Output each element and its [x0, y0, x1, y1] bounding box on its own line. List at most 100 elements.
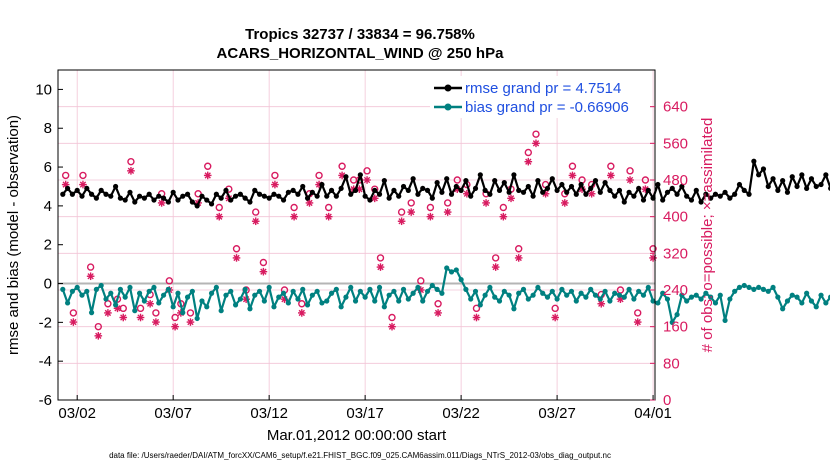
bias-point — [223, 292, 229, 298]
rmse-point — [448, 191, 455, 197]
rmse-point — [784, 189, 791, 195]
asterisk-stroke — [158, 199, 165, 207]
rmse-point — [261, 193, 267, 199]
possible-obs-marker — [417, 277, 425, 285]
bias-point — [684, 298, 690, 304]
rmse-point — [607, 187, 613, 193]
rmse-point — [381, 178, 387, 184]
rmse-point — [352, 187, 359, 193]
rmse-point — [708, 195, 714, 201]
y-left-tick-label: 0 — [44, 276, 52, 293]
y-right-tick-label: 480 — [663, 172, 688, 189]
rmse-point — [621, 199, 627, 205]
bias-point — [592, 292, 599, 298]
rmse-point — [324, 193, 330, 199]
rmse-point — [295, 191, 301, 197]
rmse-point — [818, 181, 824, 188]
bias-point — [333, 286, 339, 292]
bias-point — [631, 296, 637, 302]
bias-point — [751, 286, 757, 292]
asterisk-stroke — [260, 268, 267, 275]
rmse-point — [444, 176, 450, 182]
possible-obs-marker — [290, 203, 298, 212]
rmse-point — [525, 183, 531, 190]
y-axis-label-left: rmse and bias (model - observation) — [5, 115, 22, 355]
rmse-point — [722, 189, 728, 195]
bias-point — [506, 292, 512, 298]
rmse-point — [554, 187, 560, 193]
bias-point — [160, 292, 167, 298]
bias-point — [184, 294, 191, 300]
bias-point — [151, 284, 157, 291]
assimilated-obs-marker — [551, 313, 559, 322]
possible-obs-marker — [524, 148, 533, 157]
possible-obs-marker — [79, 171, 87, 180]
bias-point — [808, 298, 815, 304]
rmse-point — [415, 191, 421, 197]
x-tick-label: 03/02 — [58, 405, 96, 422]
rmse-point — [252, 187, 258, 193]
possible-obs-marker — [152, 309, 160, 317]
possible-obs-marker — [86, 263, 95, 271]
rmse-point — [60, 191, 66, 197]
possible-obs-marker — [397, 208, 406, 216]
bias-point — [823, 300, 829, 306]
assimilated-obs-marker — [146, 299, 154, 308]
assimilated-obs-marker — [104, 309, 112, 317]
rmse-point — [400, 183, 407, 190]
bias-point — [568, 288, 575, 294]
rmse-point — [170, 189, 176, 195]
bias-point — [328, 290, 335, 296]
assimilated-obs-marker — [507, 194, 515, 203]
bias-point — [784, 298, 791, 304]
possible-obs-marker — [94, 322, 103, 331]
asterisk-stroke — [626, 176, 634, 184]
bias-point — [770, 284, 776, 291]
bias-point — [799, 300, 805, 306]
bias-point — [88, 310, 95, 316]
rmse-point — [103, 191, 109, 197]
rmse-point — [290, 187, 296, 193]
x-tick-label: 03/12 — [250, 405, 288, 422]
chart-title-line-1: Tropics 32737 / 33834 = 96.758% — [245, 26, 475, 43]
rmse-point — [156, 193, 162, 199]
assimilated-obs-marker — [171, 322, 179, 331]
possible-obs-marker — [252, 208, 260, 216]
possible-obs-marker — [204, 162, 212, 170]
bias-point — [535, 284, 541, 291]
asterisk-stroke — [152, 318, 160, 326]
asterisk-stroke — [532, 140, 540, 147]
assimilated-obs-marker — [397, 217, 406, 226]
possible-obs-marker — [388, 313, 396, 322]
y-right-tick-label: 640 — [663, 99, 688, 116]
rmse-point — [583, 191, 589, 197]
possible-obs-marker — [499, 203, 508, 212]
y-right-tick-label: 400 — [663, 209, 688, 226]
possible-obs-marker — [515, 245, 523, 253]
possible-obs-marker — [649, 245, 657, 253]
assimilated-obs-marker — [491, 263, 500, 271]
bias-point — [362, 294, 368, 300]
assimilated-obs-marker — [472, 313, 481, 322]
possible-obs-marker — [532, 130, 540, 138]
bias-point — [492, 294, 498, 300]
bias-point — [415, 284, 421, 291]
bias-point — [544, 294, 551, 300]
assimilated-obs-marker — [649, 254, 657, 262]
y-left-tick-label: -6 — [39, 392, 52, 409]
bias-point — [357, 288, 363, 294]
bias-point — [482, 292, 488, 298]
bias-point — [439, 290, 445, 296]
asterisk-stroke — [388, 323, 396, 330]
rmse-point — [506, 189, 512, 195]
rmse-point — [160, 195, 167, 201]
bias-point — [693, 292, 699, 298]
rmse-point — [549, 176, 555, 182]
bias-point — [165, 286, 171, 292]
rmse-point — [328, 187, 335, 193]
bias-point — [261, 298, 267, 304]
asterisk-stroke — [525, 158, 532, 165]
asterisk-stroke — [338, 172, 346, 179]
possible-obs-marker — [69, 309, 78, 317]
assimilated-obs-marker — [297, 309, 306, 317]
